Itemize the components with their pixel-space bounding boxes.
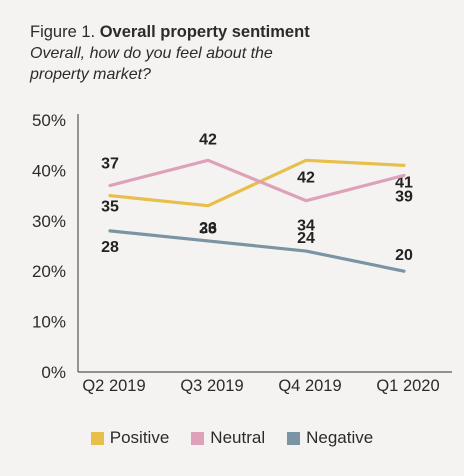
data-label-negative: 28 [101,239,119,256]
legend-label-negative: Negative [306,428,374,447]
legend-label-positive: Positive [109,428,170,447]
data-label-neutral: 39 [395,188,413,205]
y-tick-label: 40% [32,161,66,180]
series-line-negative [108,229,406,273]
legend-item-neutral: Neutral [191,428,265,448]
series-line-neutral [108,158,406,203]
y-tick-label: 20% [32,262,66,281]
chart-legend: Positive Neutral Negative [0,428,464,448]
data-label-neutral: 37 [101,156,119,173]
legend-swatch-neutral [191,431,205,445]
chart-header: Figure 1. Overall property sentiment Ove… [30,22,450,85]
x-tick-label: Q3 2019 [180,377,243,395]
figure-title-text: Overall property sentiment [99,23,310,41]
legend-item-negative: Negative [287,428,373,448]
data-label-negative: 26 [199,220,217,237]
data-label-positive: 41 [395,174,413,191]
data-label-neutral: 42 [199,131,217,148]
figure-subtitle: Overall, how do you feel about the prope… [30,43,450,85]
series-line-positive [108,158,406,208]
y-tick-label: 50% [32,111,66,130]
x-tick-label: Q1 2020 [376,377,439,395]
legend-swatch-positive [90,431,104,445]
data-label-neutral: 34 [297,218,315,235]
data-label-positive: 33 [199,221,217,238]
legend-item-positive: Positive [90,428,170,448]
figure-title: Figure 1. Overall property sentiment [30,22,450,43]
x-tick-label: Q2 2019 [82,377,145,395]
legend-label-neutral: Neutral [210,428,266,447]
subtitle-line-2: property market? [30,66,151,83]
data-label-positive: 35 [101,199,119,216]
data-label-positive: 42 [297,169,315,186]
legend-swatch-negative [287,431,301,445]
data-label-negative: 20 [395,247,413,264]
x-tick-label: Q4 2019 [278,377,341,395]
y-tick-label: 10% [32,313,66,332]
y-tick-label: 0% [41,363,66,382]
subtitle-line-1: Overall, how do you feel about the [30,45,273,62]
data-label-negative: 24 [297,230,315,247]
y-tick-label: 30% [32,212,66,231]
figure-label: Figure 1. [30,23,100,41]
